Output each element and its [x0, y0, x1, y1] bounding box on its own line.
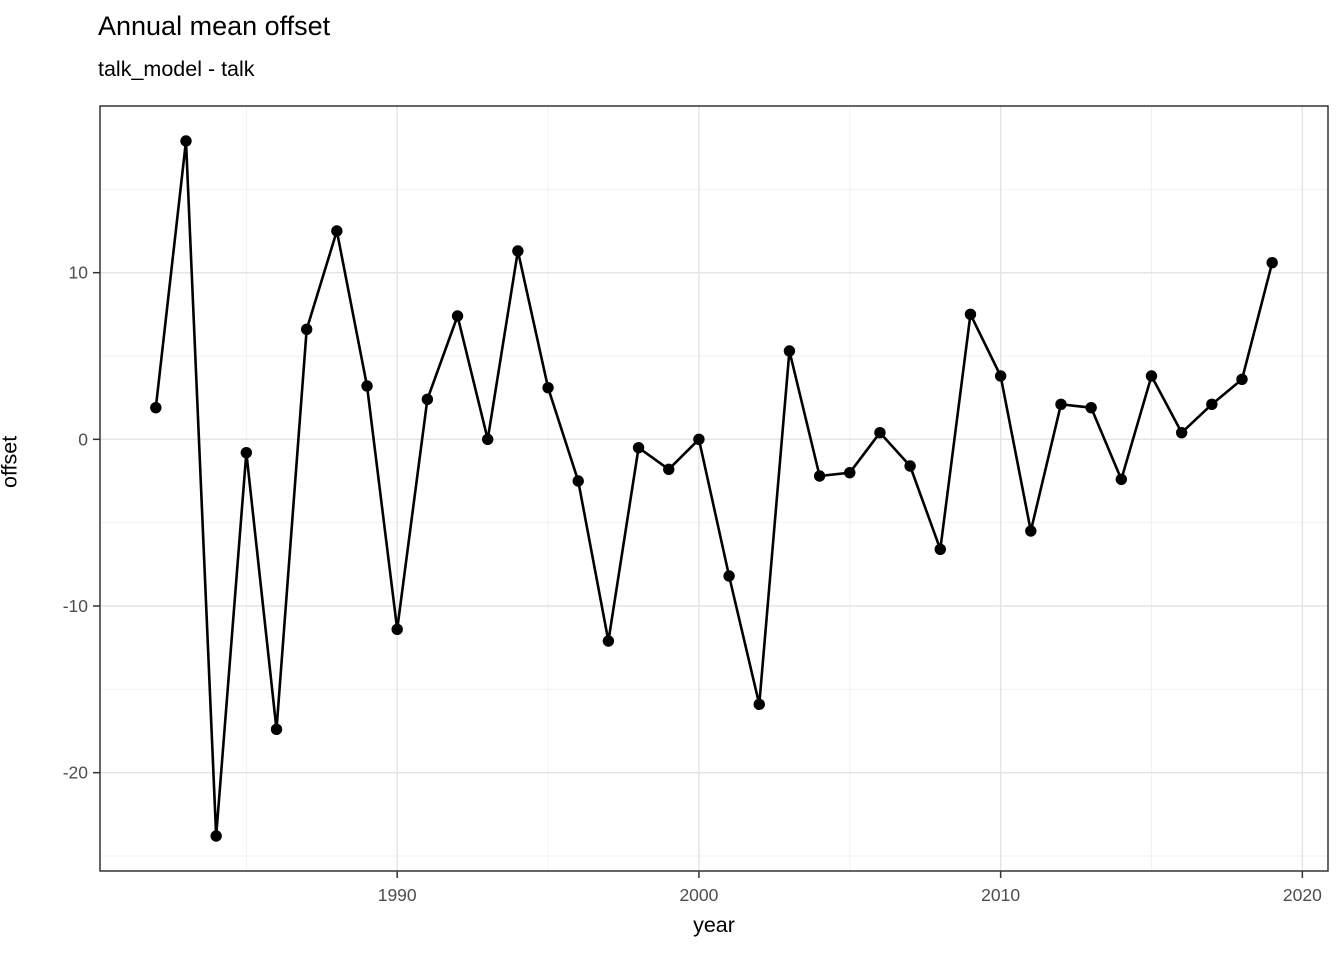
chart-subtitle: talk_model - talk	[98, 57, 255, 81]
data-point	[240, 446, 253, 459]
x-tick-label: 2010	[981, 885, 1020, 905]
data-point	[964, 308, 977, 321]
data-point	[904, 460, 916, 472]
data-point	[1175, 426, 1188, 439]
data-point	[300, 323, 313, 336]
data-point	[572, 475, 584, 487]
data-point	[874, 426, 886, 439]
data-point	[693, 433, 705, 446]
data-point	[210, 830, 222, 842]
y-tick-label: 10	[69, 263, 89, 283]
data-point	[994, 370, 1007, 382]
y-tick-label: -10	[63, 596, 89, 616]
panel-border	[99, 105, 1329, 872]
data-point	[421, 393, 434, 406]
data-point	[1145, 370, 1158, 382]
data-point	[1085, 401, 1097, 414]
data-point	[1115, 473, 1128, 486]
data-point	[1236, 373, 1248, 386]
data-point	[813, 470, 826, 482]
data-point	[783, 345, 796, 357]
data-point	[753, 698, 765, 711]
data-point	[150, 401, 162, 414]
data-point	[934, 543, 946, 556]
data-point	[391, 623, 403, 636]
data-point	[844, 466, 856, 479]
x-tick-label: 2020	[1283, 885, 1322, 905]
plot-panel	[100, 106, 1328, 871]
data-point	[1206, 398, 1218, 411]
y-tick-label: -20	[63, 763, 89, 783]
y-tick-label: 0	[78, 429, 88, 449]
data-point	[1266, 256, 1278, 269]
data-point	[1025, 525, 1037, 537]
data-point	[663, 463, 675, 476]
data-point	[331, 225, 343, 237]
data-point	[270, 723, 283, 736]
data-point	[180, 135, 192, 147]
data-point	[542, 381, 554, 394]
y-axis-title-text: offset	[0, 435, 22, 488]
data-point	[451, 310, 464, 322]
data-point	[482, 433, 494, 446]
data-point	[1055, 398, 1067, 411]
chart-title: Annual mean offset	[98, 11, 331, 41]
x-tick-label: 1990	[378, 885, 417, 905]
data-point	[512, 245, 524, 257]
data-point	[361, 380, 373, 392]
x-tick-label: 2000	[679, 885, 718, 905]
data-point	[602, 635, 615, 647]
x-axis-title: year	[693, 913, 735, 937]
data-point	[632, 441, 645, 454]
data-point	[723, 570, 735, 582]
